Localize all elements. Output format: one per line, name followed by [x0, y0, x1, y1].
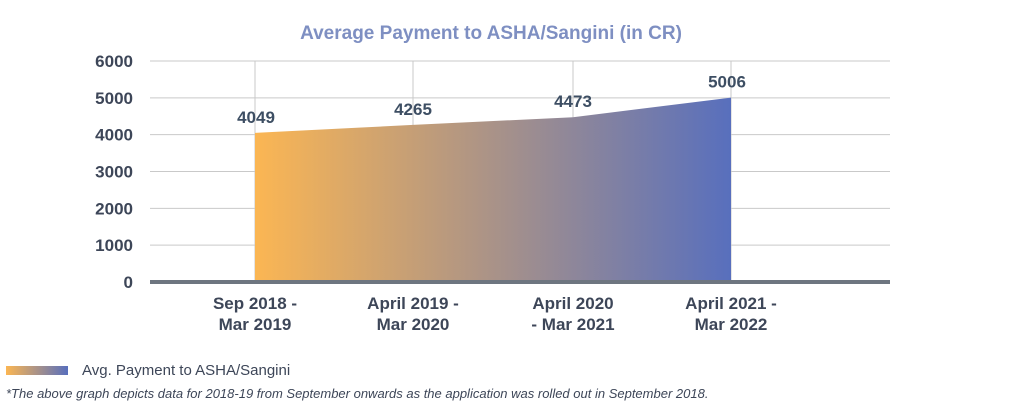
x-axis-baseline [150, 280, 890, 284]
y-tick-label: 6000 [95, 52, 133, 71]
data-label: 5006 [708, 73, 746, 92]
x-tick-label: Sep 2018 -Mar 2019 [213, 294, 297, 334]
chart-title: Average Payment to ASHA/Sangini (in CR) [300, 23, 682, 44]
y-tick-label: 5000 [95, 89, 133, 108]
data-label: 4049 [237, 108, 275, 127]
area-series [255, 97, 731, 282]
y-tick-label: 1000 [95, 236, 133, 255]
footnote: *The above graph depicts data for 2018-1… [6, 386, 709, 401]
legend: Avg. Payment to ASHA/Sangini [6, 360, 290, 380]
data-label: 4473 [554, 92, 592, 111]
area-chart: Average Payment to ASHA/Sangini (in CR) … [95, 23, 890, 334]
x-tick-label: April 2019 -Mar 2020 [367, 294, 459, 334]
x-tick-label: April 2020- Mar 2021 [531, 294, 614, 334]
legend-swatch [6, 365, 68, 375]
y-tick-label: 0 [124, 273, 133, 292]
data-label: 4265 [394, 100, 432, 119]
x-tick-label: April 2021 -Mar 2022 [685, 294, 777, 334]
y-tick-label: 2000 [95, 199, 133, 218]
y-tick-label: 4000 [95, 126, 133, 145]
y-tick-label: 3000 [95, 163, 133, 182]
legend-label: Avg. Payment to ASHA/Sangini [82, 361, 291, 379]
